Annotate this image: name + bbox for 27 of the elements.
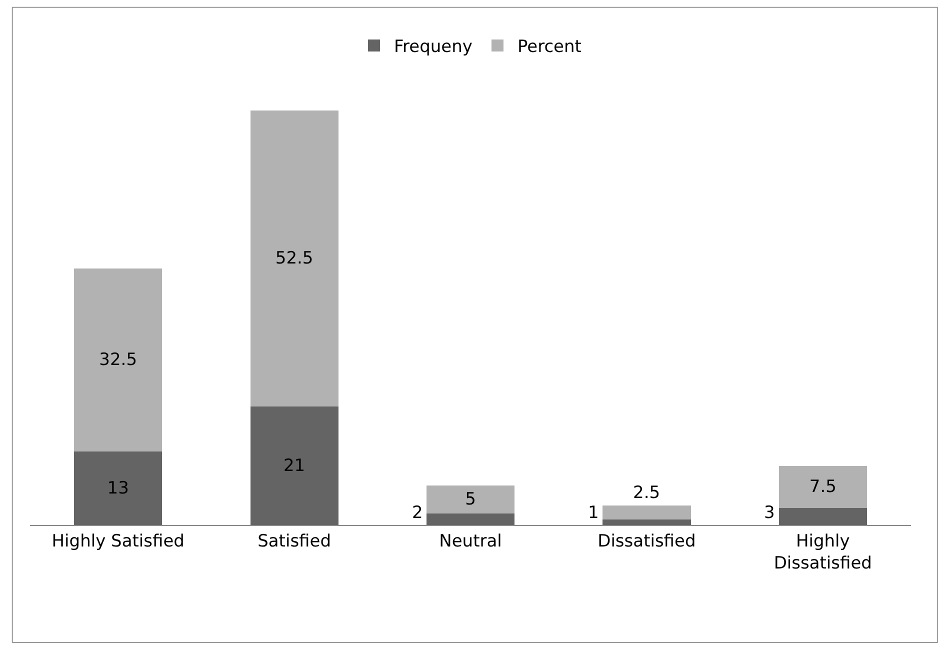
data-label: 5 xyxy=(465,490,476,510)
bar xyxy=(74,452,162,525)
data-label: 3 xyxy=(764,503,775,523)
data-label: 7.5 xyxy=(809,476,836,497)
data-label: 13 xyxy=(107,478,129,498)
x-tick-label: Dissatisfied xyxy=(598,531,696,552)
x-tick-label: Highly Dissatisfied xyxy=(774,531,872,574)
data-label: 52.5 xyxy=(275,248,314,269)
bar xyxy=(426,514,515,525)
bar xyxy=(602,519,691,525)
data-label: 2 xyxy=(412,503,423,523)
x-tick-label: Satisfied xyxy=(258,531,332,552)
bar xyxy=(74,268,162,452)
bar xyxy=(778,466,867,508)
data-label: 32.5 xyxy=(99,350,138,370)
legend-label: Frequeny xyxy=(394,37,472,58)
x-tick-label: Neutral xyxy=(439,531,502,552)
data-label: 21 xyxy=(283,456,306,476)
bar xyxy=(426,486,515,514)
data-label: 1 xyxy=(588,503,599,523)
bar xyxy=(250,110,338,407)
bar xyxy=(602,505,691,520)
legend-label: Percent xyxy=(517,37,582,58)
bar xyxy=(778,508,867,525)
x-tick-label: Highly Satisfied xyxy=(52,531,184,552)
bar xyxy=(250,406,338,525)
data-label: 2.5 xyxy=(633,483,660,503)
